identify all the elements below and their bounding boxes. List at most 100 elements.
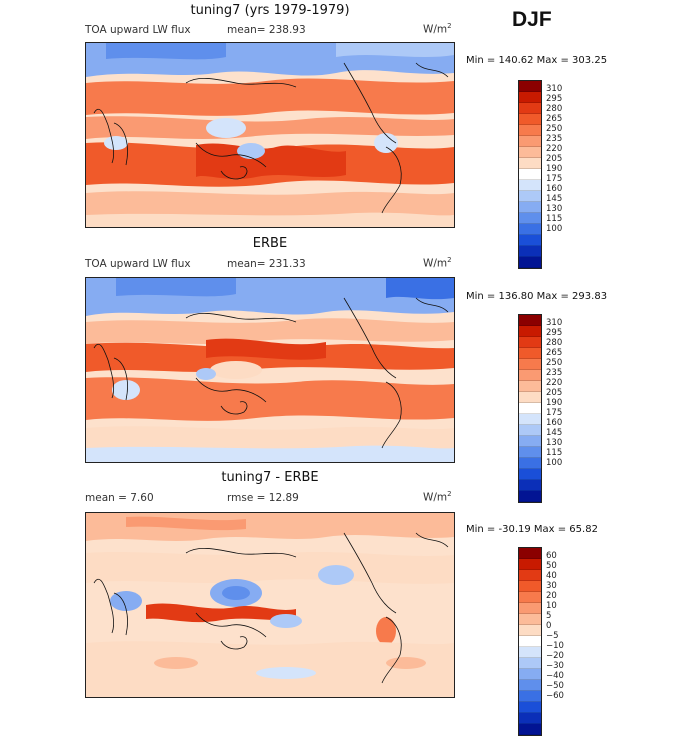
- panel3-colorbar-tick-label: −40: [546, 671, 564, 681]
- panel1-title: tuning7 (yrs 1979-1979): [190, 3, 350, 18]
- panel2-colorbar-tick-label: 250: [546, 358, 563, 368]
- panel2-units: W/m2: [423, 256, 452, 270]
- panel2-mean-label: mean= 231.33: [227, 258, 306, 270]
- panel2-colorbar-swatch: [519, 414, 541, 425]
- panel2-colorbar-tick-label: 310: [546, 318, 563, 328]
- panel1-mean-label: mean= 238.93: [227, 24, 306, 36]
- panel1-colorbar: [518, 80, 542, 269]
- panel1-colorbar-tick-label: 130: [546, 204, 563, 214]
- panel3-colorbar: [518, 547, 542, 736]
- panel3-rmse-label: rmse = 12.89: [227, 492, 299, 504]
- panel2-colorbar-tick-label: 235: [546, 368, 563, 378]
- season-label: DJF: [512, 8, 552, 31]
- panel3-units: W/m2: [423, 490, 452, 504]
- panel1-colorbar-swatch: [519, 246, 541, 257]
- panel2-colorbar-swatch: [519, 359, 541, 370]
- panel3-colorbar-tick-label: −20: [546, 651, 564, 661]
- panel3-mean-label: mean = 7.60: [85, 492, 154, 504]
- panel1-colorbar-swatch: [519, 81, 541, 92]
- panel2-title: ERBE: [252, 236, 288, 251]
- panel3-colorbar-swatch: [519, 570, 541, 581]
- panel3-colorbar-swatch: [519, 724, 541, 735]
- panel3-colorbar-swatch: [519, 548, 541, 559]
- panel2-colorbar-tick-label: 145: [546, 428, 563, 438]
- panel2-colorbar-tick-label: 130: [546, 438, 563, 448]
- panel3-colorbar-swatch: [519, 603, 541, 614]
- panel1-colorbar-tick-label: 310: [546, 84, 563, 94]
- panel3-colorbar-tick-label: 40: [546, 571, 557, 581]
- panel1-colorbar-swatch: [519, 147, 541, 158]
- panel2-colorbar-swatch: [519, 370, 541, 381]
- panel2-colorbar-swatch: [519, 491, 541, 502]
- panel2-colorbar-tick-label: 100: [546, 458, 563, 468]
- panel3-colorbar-swatch: [519, 614, 541, 625]
- panel1-colorbar-tick-label: 100: [546, 224, 563, 234]
- panel1-colorbar-tick-label: 175: [546, 174, 563, 184]
- panel1-colorbar-labels: 310 295 280 265 250 235 220 205 190 175 160 145 130 1…: [546, 84, 562, 234]
- panel1-colorbar-swatch: [519, 158, 541, 169]
- panel1-colorbar-swatch: [519, 103, 541, 114]
- panel2-colorbar-tick-label: 115: [546, 448, 563, 458]
- panel3-colorbar-tick-label: −5: [546, 631, 559, 641]
- panel3-colorbar-swatch: [519, 581, 541, 592]
- panel2-colorbar-swatch: [519, 348, 541, 359]
- panel3-colorbar-tick-label: 60: [546, 551, 557, 561]
- panel2-colorbar-tick-label: 280: [546, 338, 563, 348]
- panel3-colorbar-tick-label: 0: [546, 621, 552, 631]
- panel1-units: W/m2: [423, 22, 452, 36]
- panel1-colorbar-swatch: [519, 257, 541, 268]
- panel1-colorbar-swatch: [519, 136, 541, 147]
- panel3-colorbar-tick-label: 50: [546, 561, 557, 571]
- panel1-minmax: Min = 140.62 Max = 303.25: [466, 55, 608, 66]
- panel3-colorbar-swatch: [519, 559, 541, 570]
- panel2-colorbar-swatch: [519, 469, 541, 480]
- panel3-colorbar-tick-label: 30: [546, 581, 557, 591]
- panel3-colorbar-tick-label: −10: [546, 641, 564, 651]
- panel1-colorbar-swatch: [519, 202, 541, 213]
- panel2-colorbar-tick-label: 220: [546, 378, 563, 388]
- panel2-colorbar: [518, 314, 542, 503]
- panel3-colorbar-swatch: [519, 658, 541, 669]
- panel3-colorbar-swatch: [519, 713, 541, 724]
- panel2-colorbar-swatch: [519, 425, 541, 436]
- panel2-colorbar-labels: 310 295 280 265 250 235 220 205 190 175 160 145 130 1…: [546, 318, 562, 468]
- panel2-colorbar-tick-label: 175: [546, 408, 563, 418]
- panel2-colorbar-tick-label: 265: [546, 348, 563, 358]
- panel2-colorbar-swatch: [519, 447, 541, 458]
- panel2-colorbar-swatch: [519, 392, 541, 403]
- panel1-colorbar-swatch: [519, 224, 541, 235]
- panel3-colorbar-tick-label: 5: [546, 611, 552, 621]
- panel2-colorbar-tick-label: 295: [546, 328, 563, 338]
- panel3-colorbar-tick-label: −50: [546, 681, 564, 691]
- panel1-colorbar-tick-label: 220: [546, 144, 563, 154]
- panel2-colorbar-swatch: [519, 315, 541, 326]
- panel3-colorbar-swatch: [519, 691, 541, 702]
- panel1-colorbar-tick-label: 235: [546, 134, 563, 144]
- panel2-map: [85, 277, 455, 463]
- panel2-colorbar-swatch: [519, 458, 541, 469]
- panel1-colorbar-swatch: [519, 169, 541, 180]
- panel2-colorbar-tick-label: 160: [546, 418, 563, 428]
- panel1-colorbar-swatch: [519, 235, 541, 246]
- panel3-colorbar-swatch: [519, 636, 541, 647]
- panel2-colorbar-swatch: [519, 403, 541, 414]
- panel1-colorbar-tick-label: 205: [546, 154, 563, 164]
- panel3-colorbar-swatch: [519, 702, 541, 713]
- panel3-colorbar-tick-label: 20: [546, 591, 557, 601]
- panel3-map: [85, 512, 455, 698]
- panel3-colorbar-swatch: [519, 625, 541, 636]
- panel1-colorbar-tick-label: 115: [546, 214, 563, 224]
- panel2-colorbar-swatch: [519, 337, 541, 348]
- panel1-colorbar-tick-label: 145: [546, 194, 563, 204]
- panel1-colorbar-swatch: [519, 213, 541, 224]
- panel2-colorbar-swatch: [519, 381, 541, 392]
- panel1-colorbar-tick-label: 190: [546, 164, 563, 174]
- panel2-colorbar-swatch: [519, 326, 541, 337]
- panel1-colorbar-tick-label: 265: [546, 114, 563, 124]
- panel1-colorbar-swatch: [519, 180, 541, 191]
- panel3-colorbar-tick-label: 10: [546, 601, 557, 611]
- panel2-minmax: Min = 136.80 Max = 293.83: [466, 291, 608, 302]
- panel1-colorbar-tick-label: 250: [546, 124, 563, 134]
- panel3-colorbar-swatch: [519, 680, 541, 691]
- panel3-title: tuning7 - ERBE: [221, 470, 319, 485]
